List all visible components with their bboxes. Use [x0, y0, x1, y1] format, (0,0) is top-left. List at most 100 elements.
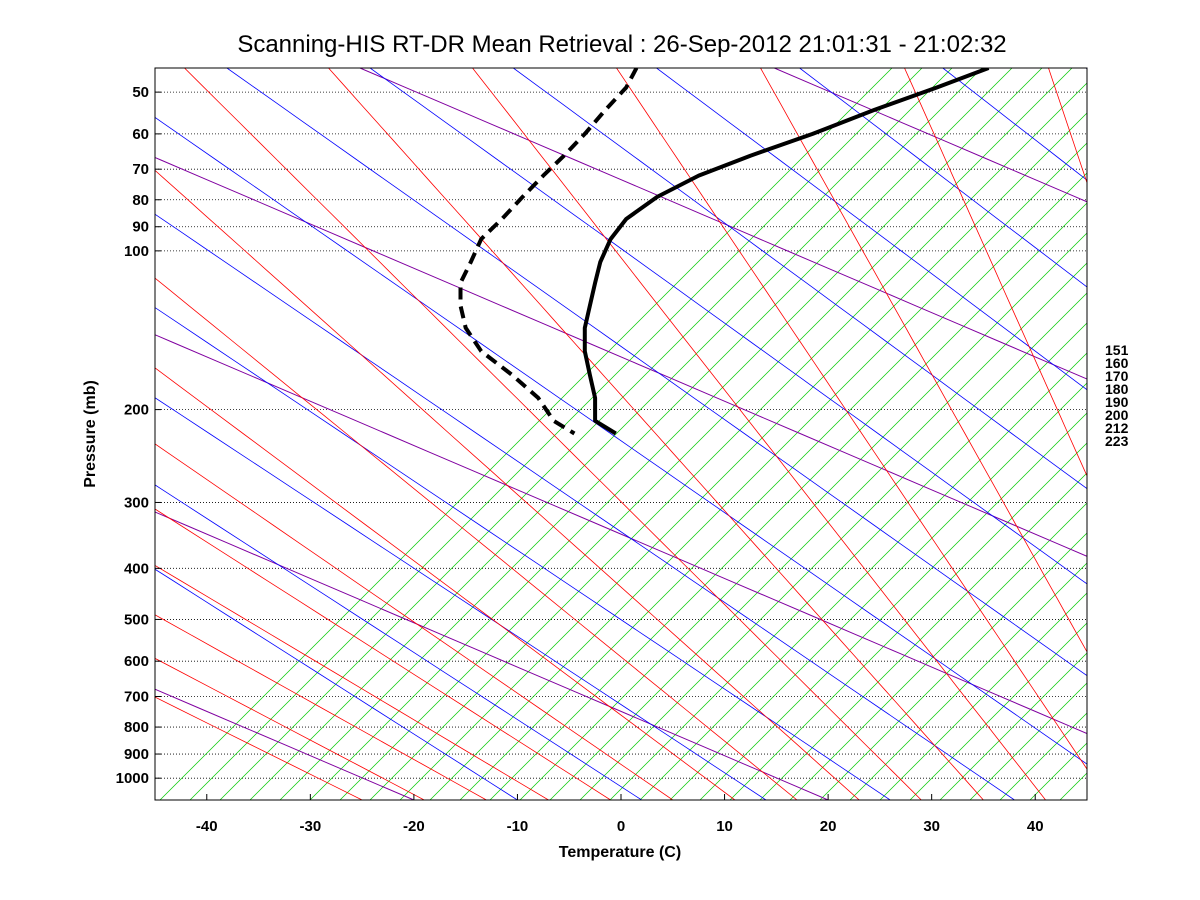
skew-line: [155, 511, 829, 800]
right-label-160: 160: [1105, 355, 1129, 371]
moist-adiabat: [155, 568, 518, 800]
moist-adiabat: [799, 68, 1087, 288]
dewpoint-profile: [458, 68, 639, 436]
mixing-ratio-line: [219, 68, 953, 800]
moist-adiabat: [155, 484, 642, 800]
mixing-ratio-line: [279, 68, 1013, 800]
y-tick-label-300: 300: [124, 494, 149, 511]
y-tick-label-900: 900: [124, 746, 149, 763]
x-tick-label--30: -30: [299, 818, 321, 835]
x-tick-label--10: -10: [507, 818, 529, 835]
right-label-200: 200: [1105, 407, 1129, 423]
mixing-ratio-line: [609, 322, 1087, 800]
y-tick-label-800: 800: [124, 719, 149, 736]
moist-adiabat: [155, 116, 1087, 765]
right-label-212: 212: [1105, 420, 1129, 436]
moist-adiabat: [155, 307, 891, 800]
x-tick-label--40: -40: [196, 818, 218, 835]
x-tick-label-40: 40: [1027, 818, 1044, 835]
mixing-ratio-line: [429, 142, 1087, 800]
x-axis-label: Temperature (C): [559, 844, 681, 861]
skew-line: [155, 156, 1087, 557]
dry-adiabat: [472, 68, 1046, 800]
mixing-ratio-line: [189, 68, 923, 800]
y-tick-label-50: 50: [132, 84, 149, 101]
moist-adiabat: [226, 68, 1087, 677]
mixing-ratio-line: [459, 172, 1087, 800]
y-tick-label-100: 100: [124, 243, 149, 260]
x-tick-label-20: 20: [820, 818, 837, 835]
dry-adiabat: [155, 564, 549, 800]
y-tick-label-200: 200: [124, 402, 149, 419]
right-label-190: 190: [1105, 394, 1129, 410]
y-axis-label: Pressure (mb): [82, 380, 99, 488]
mixing-ratio-line: [309, 68, 1043, 800]
right-label-180: 180: [1105, 381, 1129, 397]
mixing-ratio-line: [669, 382, 1087, 800]
y-tick-label-60: 60: [132, 126, 149, 143]
right-label-223: 223: [1105, 433, 1129, 449]
y-tick-label-1000: 1000: [116, 770, 149, 787]
moist-adiabat: [155, 213, 1015, 800]
dry-adiabat: [155, 508, 611, 800]
mixing-ratio-line: [729, 442, 1087, 800]
y-tick-label-90: 90: [132, 219, 149, 236]
y-axis-ticks: 50 60 70 80 90 100 200 300 400 500 600 700 800 900 100…: [116, 84, 161, 787]
mixing-ratio-line: [699, 412, 1087, 800]
y-tick-label-400: 400: [124, 560, 149, 577]
dry-adiabat: [328, 68, 984, 800]
y-tick-label-70: 70: [132, 161, 149, 178]
y-tick-label-700: 700: [124, 688, 149, 705]
x-tick-label-0: 0: [617, 818, 625, 835]
skew-line: [155, 334, 1087, 735]
y-tick-label-600: 600: [124, 653, 149, 670]
mixing-ratio-line: [249, 68, 983, 800]
moist-adiabat: [369, 68, 1087, 585]
dry-adiabat: [616, 68, 1087, 770]
moist-adiabat: [513, 68, 1087, 490]
mixing-ratio-line: [969, 682, 1087, 800]
dry-adiabat: [184, 68, 922, 800]
y-tick-label-80: 80: [132, 192, 149, 209]
dry-adiabat: [155, 657, 425, 800]
dry-adiabat: [155, 169, 860, 800]
skew-line: [774, 68, 1087, 203]
mixing-ratio-line: [579, 292, 1087, 800]
dry-adiabat: [155, 367, 736, 800]
right-label-170: 170: [1105, 368, 1129, 384]
mixing-ratio-line: [159, 68, 893, 800]
mixing-ratio-line: [489, 202, 1087, 800]
mixing-ratio-line: [939, 652, 1087, 800]
mixing-ratio-line: [549, 262, 1087, 800]
x-tick-label-10: 10: [716, 818, 733, 835]
skew-line: [359, 68, 1087, 380]
mixing-ratio-line: [759, 472, 1087, 800]
dry-adiabat: [760, 68, 1087, 653]
mixing-ratio-line: [819, 532, 1087, 800]
mixing-ratio-line: [519, 232, 1087, 800]
mixing-ratio-line: [909, 622, 1087, 800]
mixing-ratio-line: [879, 592, 1087, 800]
right-label-151: 151: [1105, 342, 1129, 358]
x-axis-ticks: -40 -30 -20 -10 0 10 20 30 40: [196, 794, 1044, 835]
dry-adiabat: [904, 68, 1087, 477]
mixing-ratio-line: [999, 712, 1087, 800]
profiles: [458, 68, 990, 436]
dry-adiabat: [155, 277, 798, 800]
moist-adiabat: [155, 397, 767, 800]
dry-adiabat: [155, 614, 487, 800]
y-tick-label-500: 500: [124, 611, 149, 628]
mixing-ratio-line: [339, 68, 1073, 800]
dry-adiabat: [155, 443, 674, 800]
temperature-profile: [582, 68, 990, 436]
mixing-ratio-line: [789, 502, 1087, 800]
x-tick-label-30: 30: [923, 818, 940, 835]
mixing-ratio-line: [639, 352, 1087, 800]
x-tick-label--20: -20: [403, 818, 425, 835]
mixing-ratio-line: [399, 112, 1087, 800]
moist-adiabat: [656, 68, 1087, 391]
chart-title: Scanning-HIS RT-DR Mean Retrieval : 26-S…: [237, 31, 1006, 58]
